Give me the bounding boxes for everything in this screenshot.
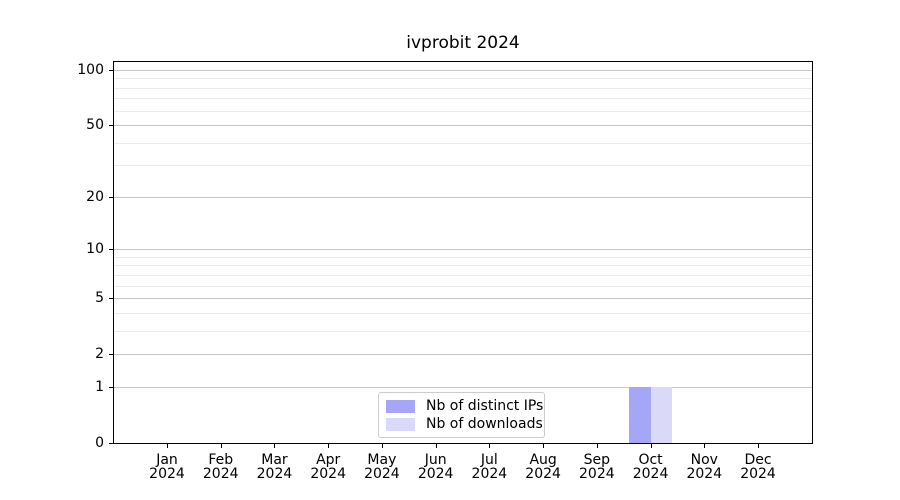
- x-tick-mark: [543, 444, 544, 448]
- bar-distinct-ips: [629, 386, 651, 443]
- y-minor-gridline: [114, 98, 812, 100]
- x-tick-label: Jun 2024: [417, 452, 454, 482]
- y-tick-mark: [109, 298, 113, 299]
- x-tick-mark: [704, 444, 705, 448]
- x-tick-label: Jan 2024: [149, 452, 185, 482]
- y-minor-gridline: [114, 265, 812, 267]
- legend-label-distinct-ips: Nb of distinct IPs: [426, 398, 544, 414]
- y-minor-gridline: [114, 285, 812, 287]
- x-tick-label: Mar 2024: [256, 452, 293, 482]
- y-tick-mark: [109, 70, 113, 71]
- y-major-gridline: [114, 298, 812, 300]
- x-tick-mark: [274, 444, 275, 448]
- y-tick-label: 50: [86, 117, 104, 134]
- bar-downloads: [650, 386, 673, 443]
- y-tick-label: 100: [77, 61, 104, 78]
- y-tick-mark: [109, 197, 113, 198]
- y-tick-label: 5: [95, 290, 104, 307]
- y-minor-gridline: [114, 78, 812, 80]
- chart-title: ivprobit 2024: [406, 33, 520, 53]
- legend-label-downloads: Nb of downloads: [426, 416, 543, 432]
- x-tick-mark: [597, 444, 598, 448]
- y-tick-mark: [109, 443, 113, 444]
- y-tick-label: 20: [86, 188, 104, 205]
- y-tick-mark: [109, 387, 113, 388]
- y-tick-label: 10: [86, 241, 104, 258]
- y-minor-gridline: [114, 110, 812, 112]
- y-major-gridline: [114, 249, 812, 251]
- downloads-swatch: [386, 417, 415, 431]
- x-tick-label: Aug 2024: [525, 452, 561, 482]
- y-minor-gridline: [114, 87, 812, 89]
- legend-item-downloads: Nb of downloads: [386, 416, 543, 433]
- y-minor-gridline: [114, 165, 812, 167]
- x-tick-label: Apr 2024: [310, 452, 346, 482]
- legend-item-distinct-ips: Nb of distinct IPs: [386, 398, 543, 415]
- legend: Nb of distinct IPs Nb of downloads: [378, 392, 545, 438]
- y-tick-mark: [109, 249, 113, 250]
- y-major-gridline: [114, 196, 812, 198]
- y-major-gridline: [114, 354, 812, 356]
- distinct-ips-swatch: [386, 399, 415, 413]
- x-tick-mark: [489, 444, 490, 448]
- y-major-gridline: [114, 386, 812, 388]
- x-tick-label: Jul 2024: [471, 452, 508, 482]
- x-tick-mark: [436, 444, 437, 448]
- y-minor-gridline: [114, 142, 812, 144]
- x-tick-mark: [382, 444, 383, 448]
- y-tick-label: 1: [95, 378, 104, 395]
- y-minor-gridline: [114, 274, 812, 276]
- plot-area: [113, 61, 813, 444]
- x-tick-label: Oct 2024: [632, 452, 669, 482]
- y-tick-mark: [109, 354, 113, 355]
- y-tick-mark: [109, 125, 113, 126]
- y-minor-gridline: [114, 312, 812, 314]
- x-tick-mark: [221, 444, 222, 448]
- y-tick-label: 0: [95, 435, 104, 451]
- x-tick-mark: [167, 444, 168, 448]
- x-tick-label: Sep 2024: [579, 452, 615, 482]
- y-minor-gridline: [114, 256, 812, 258]
- y-minor-gridline: [114, 330, 812, 332]
- x-tick-label: Feb 2024: [202, 452, 239, 482]
- y-major-gridline: [114, 125, 812, 127]
- x-tick-label: May 2024: [364, 452, 400, 482]
- y-tick-label: 2: [95, 346, 104, 363]
- x-tick-mark: [328, 444, 329, 448]
- x-tick-mark: [651, 444, 652, 448]
- x-tick-mark: [758, 444, 759, 448]
- y-major-gridline: [114, 69, 812, 71]
- x-tick-label: Nov 2024: [686, 452, 723, 482]
- x-tick-label: Dec 2024: [740, 452, 776, 482]
